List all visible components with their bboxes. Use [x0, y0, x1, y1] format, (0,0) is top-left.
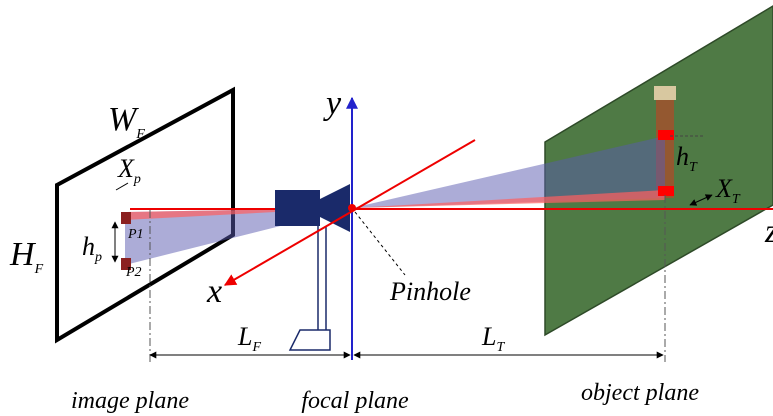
bottom-marker: [658, 186, 674, 196]
pinhole-label: Pinhole: [389, 277, 471, 306]
wf-label: WF: [108, 101, 145, 142]
pinhole-leader: [355, 212, 405, 275]
caption: image plane: [71, 388, 189, 414]
p1-marker: [121, 212, 131, 224]
camera-body: [275, 190, 320, 226]
z-label: z: [764, 213, 773, 250]
y-label: y: [323, 85, 342, 122]
object-top: [654, 86, 676, 100]
p1-label: P1: [127, 227, 144, 242]
camera-lens: [318, 184, 350, 232]
x-label: x: [206, 273, 222, 310]
hp-label: hp: [82, 232, 102, 265]
caption: focal plane: [301, 388, 409, 414]
p2-label: P2: [125, 265, 142, 280]
lt-label: LT: [481, 322, 505, 355]
xp-label: Xp: [117, 154, 141, 187]
top-marker: [658, 130, 674, 140]
lf-label: LF: [237, 322, 261, 355]
xp-tick: [116, 183, 128, 190]
pinhole-point: [348, 204, 356, 212]
caption: object plane: [581, 380, 699, 406]
diagram: WF HF Xp hp P1 P2 x y z Pinhole LF LT hT…: [0, 0, 773, 416]
hf-label: HF: [9, 236, 44, 277]
